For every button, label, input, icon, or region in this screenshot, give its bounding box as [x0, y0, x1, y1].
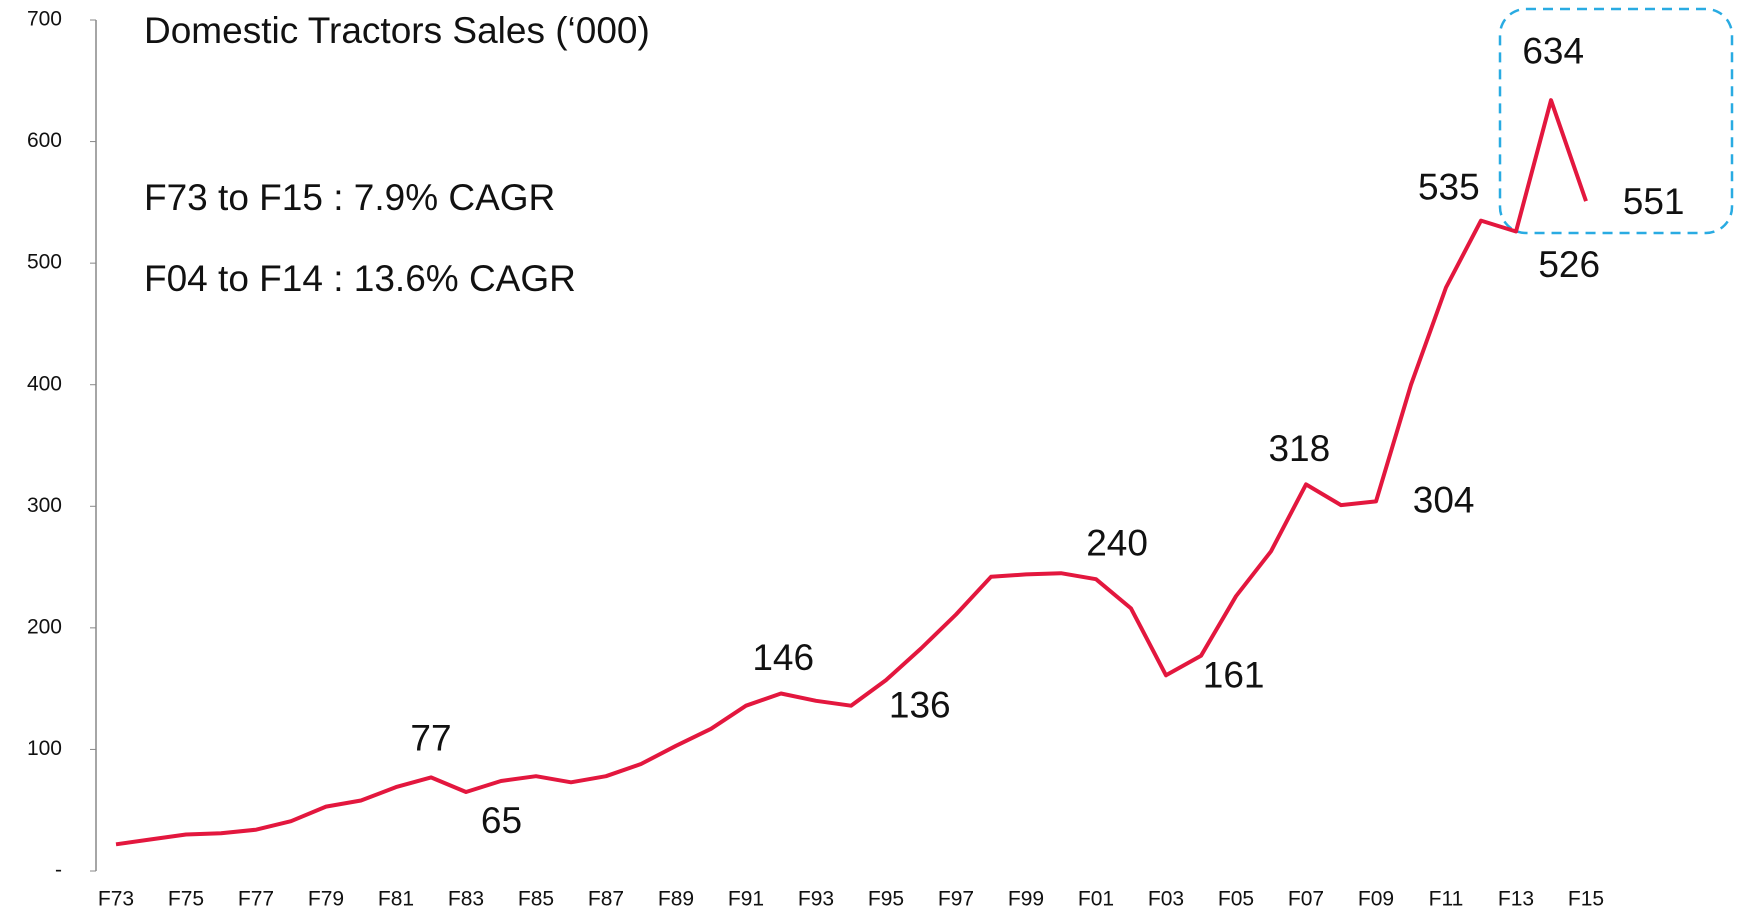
data-label: 535 — [1418, 166, 1480, 207]
y-tick-label: 700 — [27, 8, 62, 31]
x-tick-label: F09 — [1358, 888, 1394, 911]
data-label: 161 — [1203, 654, 1265, 695]
x-tick-label: F81 — [378, 888, 414, 911]
x-tick-label: F03 — [1148, 888, 1184, 911]
data-label: 526 — [1538, 244, 1600, 285]
data-label: 551 — [1623, 181, 1685, 222]
x-tick-label: F75 — [168, 888, 204, 911]
y-tick-label: 600 — [27, 129, 62, 152]
x-tick-label: F91 — [728, 888, 764, 911]
chart-title: Domestic Tractors Sales (‘000) — [144, 10, 650, 51]
x-tick-label: F83 — [448, 888, 484, 911]
x-tick-label: F15 — [1568, 888, 1604, 911]
y-tick-label: 100 — [27, 737, 62, 760]
y-tick-label: 400 — [27, 372, 62, 395]
x-tick-label: F97 — [938, 888, 974, 911]
x-tick-label: F13 — [1498, 888, 1534, 911]
y-tick-label: 200 — [27, 615, 62, 638]
data-label: 304 — [1413, 479, 1475, 520]
series-line — [115, 98, 1588, 847]
data-label: 634 — [1522, 30, 1584, 71]
data-label: 136 — [889, 685, 951, 726]
x-tick-label: F87 — [588, 888, 624, 911]
x-tick-label: F73 — [98, 888, 134, 911]
x-tick-label: F11 — [1429, 888, 1464, 911]
data-label: 77 — [410, 718, 451, 759]
x-tick-label: F95 — [868, 888, 904, 911]
data-label: 65 — [481, 800, 522, 841]
y-tick-label: 500 — [27, 251, 62, 274]
x-tick-label: F77 — [238, 888, 274, 911]
x-tick-label: F79 — [308, 888, 344, 911]
annotation: F04 to F14 : 13.6% CAGR — [144, 258, 576, 299]
x-tick-label: F07 — [1288, 888, 1324, 911]
x-tick-label: F99 — [1008, 888, 1044, 911]
y-tick-label: - — [55, 859, 62, 882]
x-tick-label: F05 — [1218, 888, 1254, 911]
x-tick-label: F01 — [1078, 888, 1114, 911]
annotation: F73 to F15 : 7.9% CAGR — [144, 177, 555, 218]
x-tick-label: F89 — [658, 888, 694, 911]
data-label: 318 — [1268, 428, 1330, 469]
data-label: 240 — [1086, 523, 1148, 564]
y-tick-label: 300 — [27, 494, 62, 517]
x-tick-label: F93 — [798, 888, 834, 911]
x-tick-label: F85 — [518, 888, 554, 911]
data-label: 146 — [752, 637, 814, 678]
highlight-box — [1498, 7, 1734, 235]
